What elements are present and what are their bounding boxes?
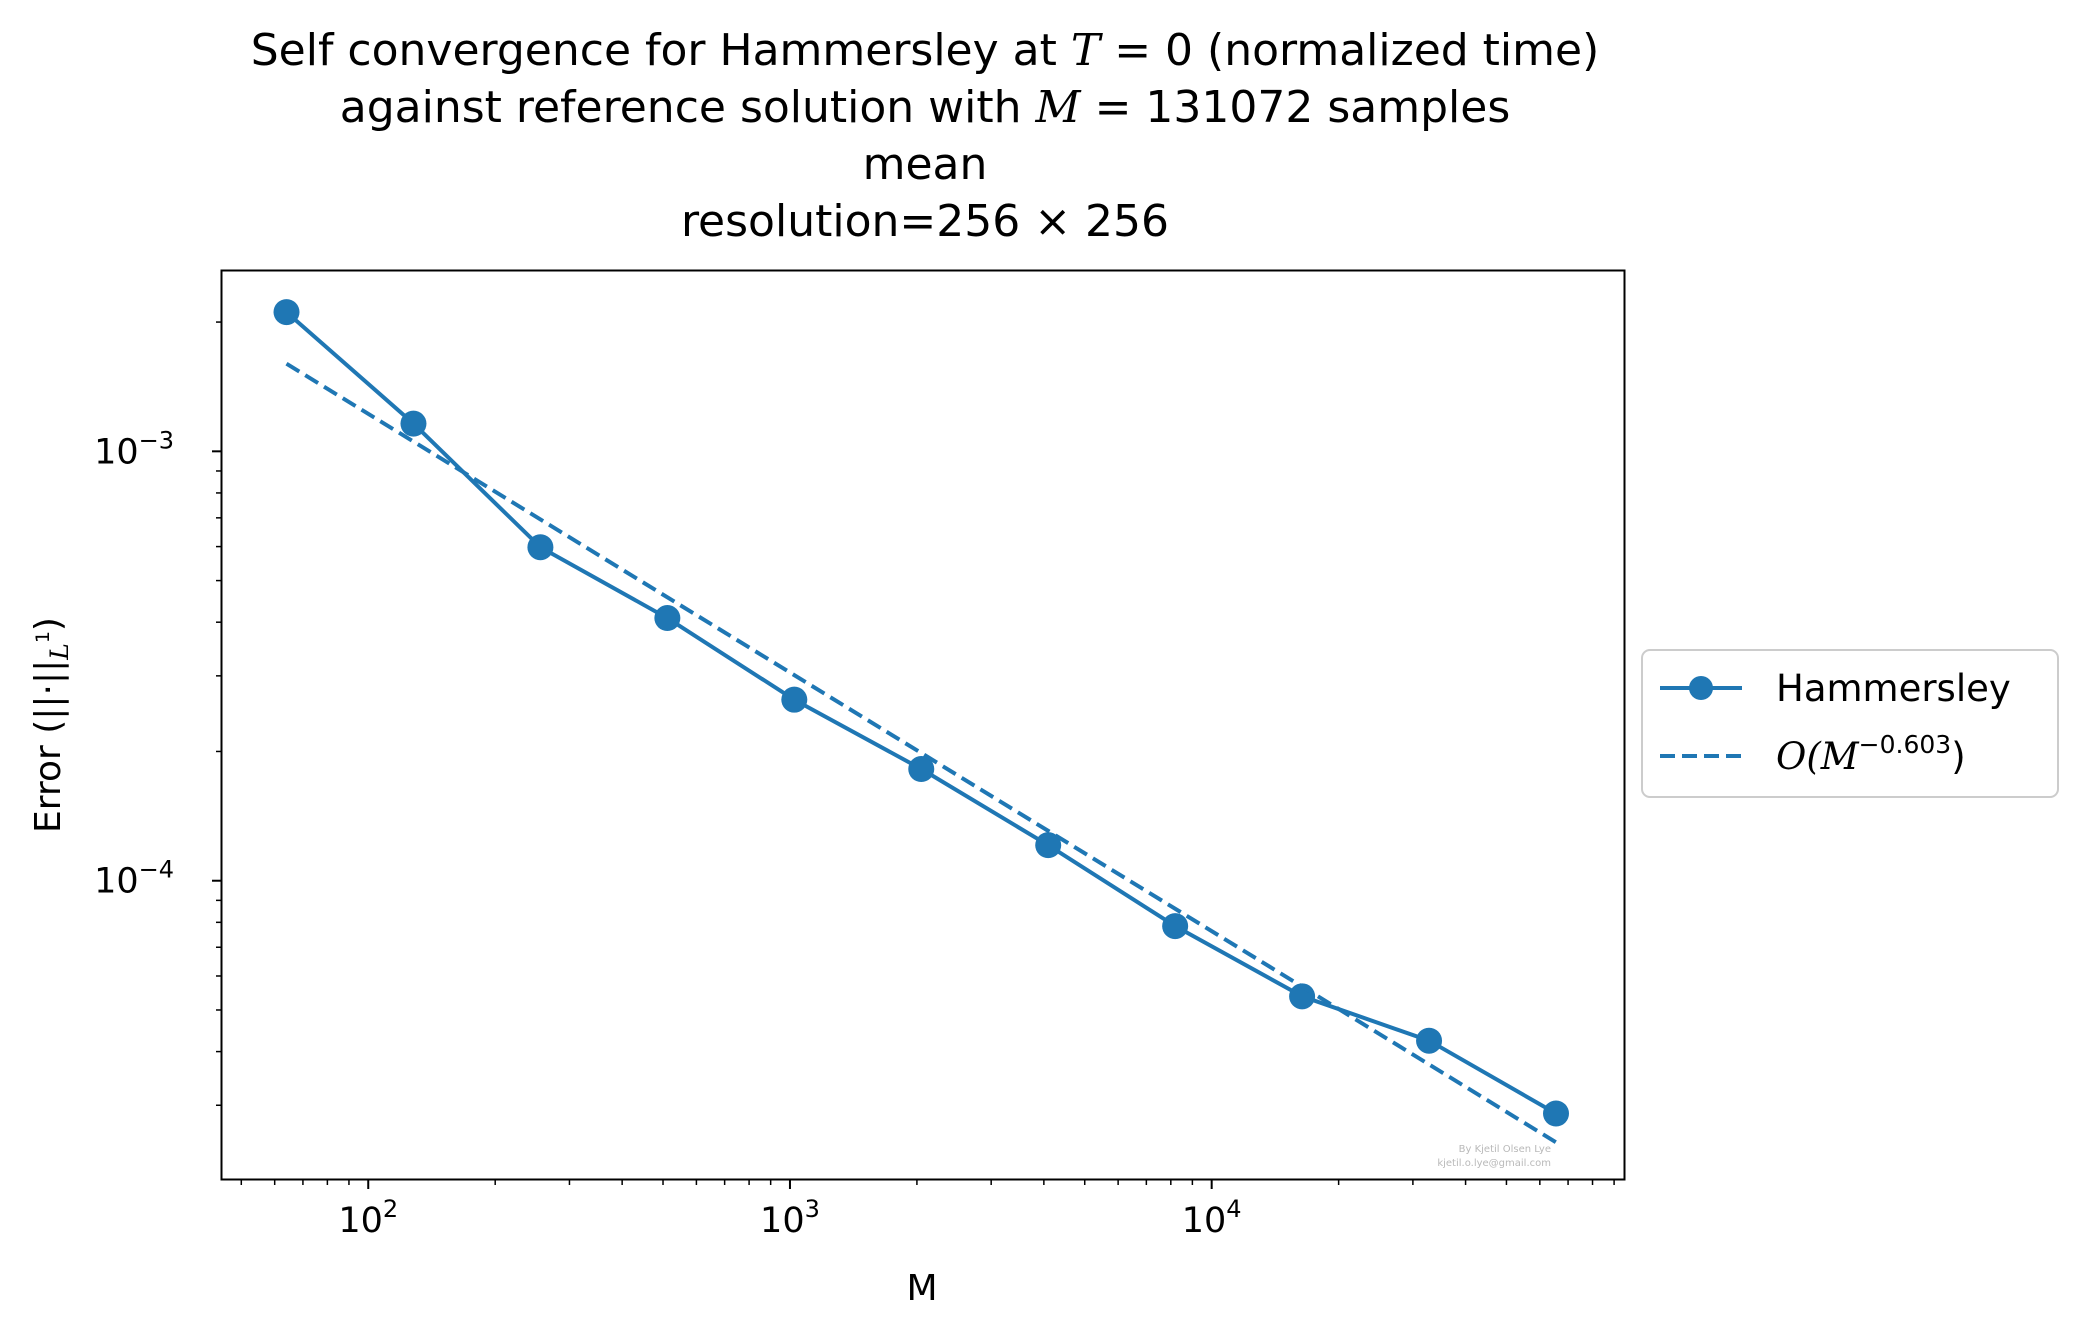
- hammersley-point: [400, 410, 427, 437]
- legend-box: [1641, 649, 2059, 798]
- title-line-4: resolution=256 × 256: [680, 196, 1170, 247]
- legend-label-fit: O(M−0.603): [1776, 730, 1966, 778]
- hammersley-point: [1416, 1027, 1443, 1054]
- y-axis-label: Error (||·||L1): [28, 617, 74, 833]
- axes: 102 103 104 10−3 10−4: [94, 321, 1615, 1241]
- title-line-3: mean: [862, 139, 988, 190]
- hammersley-point: [1162, 913, 1189, 940]
- hammersley-point: [273, 299, 300, 326]
- watermark-email: kjetil.o.lye@gmail.com: [1437, 1158, 1551, 1169]
- hammersley-point: [1543, 1100, 1570, 1127]
- x-tick-label: 104: [1182, 1195, 1242, 1241]
- legend-label-hammersley: Hammersley: [1776, 667, 2011, 710]
- hammersley-point: [527, 534, 554, 561]
- watermark-name: By Kjetil Olsen Lye: [1459, 1144, 1551, 1155]
- author-watermark: By Kjetil Olsen Lye kjetil.o.lye@gmail.c…: [1437, 1144, 1551, 1169]
- legend: Hammersley O(M−0.603): [1641, 649, 2059, 798]
- y-tick-label: 10−4: [94, 856, 174, 902]
- plot-series: [273, 299, 1570, 1145]
- hammersley-point: [1035, 832, 1062, 859]
- title-line-1: Self convergence for Hammersley at T = 0…: [250, 25, 1600, 76]
- hammersley-line: [285, 310, 1557, 1116]
- x-tick-label: 103: [760, 1195, 820, 1241]
- hammersley-point: [781, 686, 808, 713]
- hammersley-point: [908, 756, 935, 783]
- legend-marker-hammersley: [1689, 676, 1713, 700]
- chart-title: Self convergence for Hammersley at T = 0…: [0, 22, 1850, 250]
- y-tick-label: 10−3: [94, 426, 174, 472]
- x-tick-label: 102: [338, 1195, 398, 1241]
- title-line-2: against reference solution with M = 1310…: [339, 82, 1511, 133]
- fit-line: [285, 361, 1558, 1145]
- x-axis-label: M: [906, 1268, 937, 1309]
- hammersley-point: [654, 605, 681, 632]
- plot-frame: [220, 269, 1626, 1181]
